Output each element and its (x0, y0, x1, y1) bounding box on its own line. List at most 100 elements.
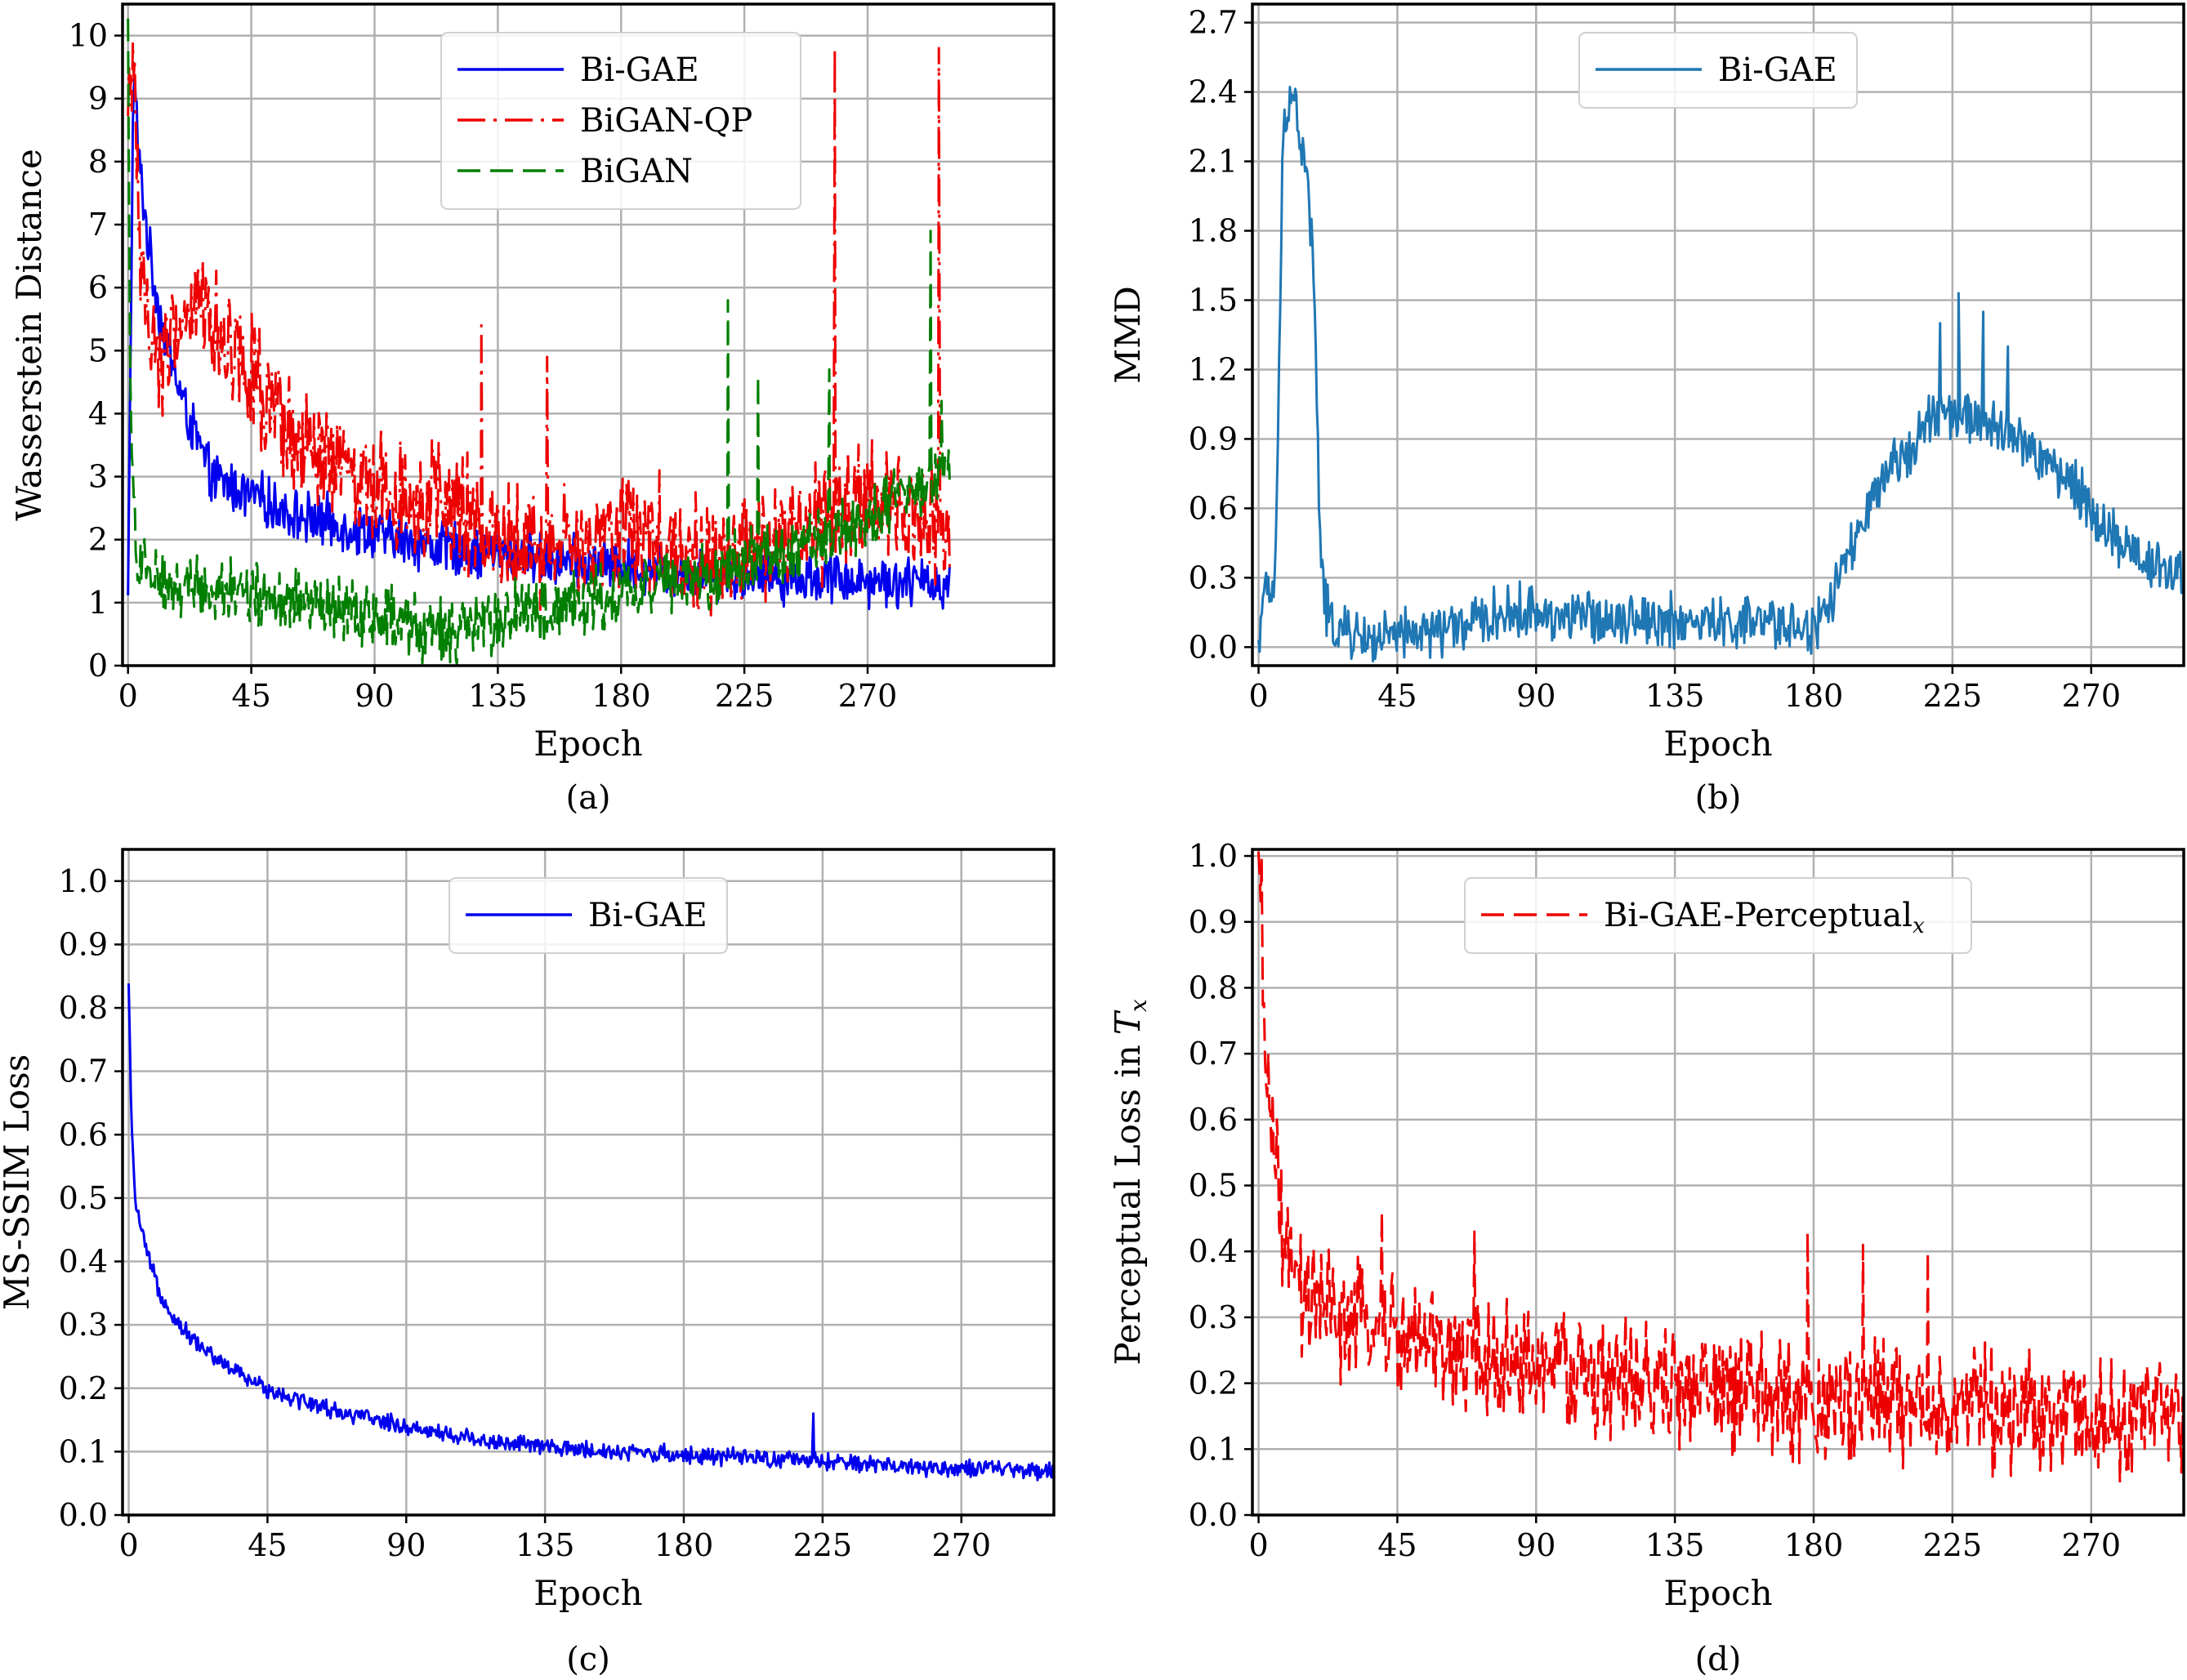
series-line-bigan (127, 18, 951, 666)
y-tick-label: 4 (88, 395, 108, 431)
x-axis-label: Epoch (1663, 1573, 1772, 1613)
legend: Bi-GAE BiGAN-QP BiGAN (440, 32, 801, 210)
y-tick-label: 0.3 (59, 1307, 108, 1343)
y-tick-label: 0.4 (59, 1244, 108, 1280)
y-tick-label: 0.8 (1189, 969, 1238, 1005)
x-tick-label: 45 (1377, 678, 1417, 714)
y-tick-label: 0.9 (59, 926, 108, 962)
y-tick-label: 0.1 (1189, 1431, 1238, 1467)
x-tick-label: 135 (516, 1527, 575, 1563)
y-axis-label-symbol: T (1108, 1009, 1148, 1035)
plot-frame (121, 2, 1056, 667)
y-tick-label: 10 (69, 18, 108, 54)
x-axis-label: Epoch (533, 1573, 642, 1613)
y-tick-label: 0.3 (1189, 559, 1238, 595)
y-tick-label: 0.7 (1189, 1036, 1238, 1072)
x-tick-label: 0 (1248, 1527, 1268, 1563)
y-tick-label: 5 (88, 332, 108, 368)
y-tick-label: 2.7 (1189, 5, 1238, 41)
y-axis-label: MS-SSIM Loss (0, 1054, 37, 1311)
x-tick-label: 180 (591, 678, 651, 714)
y-tick-label: 0.6 (1189, 490, 1238, 526)
legend-box (1464, 877, 1972, 954)
y-tick-label: 0 (88, 648, 108, 684)
legend-label: BiGAN (580, 153, 693, 190)
y-axis-label: Perceptual Loss inTx (1108, 999, 1152, 1365)
x-tick-label: 90 (1516, 1527, 1555, 1563)
x-tick-label: 225 (1923, 1527, 1983, 1563)
series-group (127, 18, 951, 666)
series-group (1257, 851, 2184, 1485)
y-tick-label: 2 (88, 522, 108, 558)
y-tick-label: 6 (88, 270, 108, 305)
y-tick-label: 3 (88, 459, 108, 495)
legend-label: Bi-GAE-Perceptualx (1604, 897, 1925, 938)
y-tick-label: 0.2 (59, 1370, 108, 1406)
y-tick-label: 2.1 (1189, 144, 1238, 180)
y-tick-label: 0.8 (59, 990, 108, 1026)
y-tick-label: 0.2 (1189, 1366, 1238, 1401)
x-tick-label: 90 (1516, 678, 1555, 714)
y-tick-label: 0.6 (1189, 1102, 1238, 1138)
panel-d-perceptual-loss: 0 45 90 135 180 225 270 0.0 0.1 0.2 0.3 0.4 0.5 0.6 0.… (1108, 838, 2185, 1678)
legend-label: Bi-GAE (588, 897, 707, 934)
y-tick-label: 0.7 (59, 1054, 108, 1090)
y-axis-label-subscript: x (1125, 999, 1152, 1012)
y-tick-label: 0.0 (59, 1497, 108, 1533)
x-tick-label: 225 (715, 678, 774, 714)
y-tick-label: 0.5 (1189, 1168, 1238, 1204)
y-tick-label: 2.4 (1189, 74, 1238, 110)
x-tick-label: 90 (355, 678, 394, 714)
y-axis-label: Wasserstein Distance (9, 149, 49, 521)
legend-box (449, 877, 728, 954)
y-tick-label: 7 (88, 207, 108, 243)
legend: Bi-GAE-Perceptualx (1464, 877, 1972, 954)
x-tick-label: 135 (1645, 1527, 1705, 1563)
panel-caption: (c) (566, 1641, 610, 1678)
plot-frame (1251, 848, 2185, 1517)
plot-frame (1251, 2, 2185, 667)
x-tick-label: 270 (2061, 1527, 2121, 1563)
x-tick-label: 135 (1645, 678, 1705, 714)
legend-label: Bi-GAE (580, 51, 699, 89)
y-tick-label: 0.0 (1189, 629, 1238, 665)
x-tick-label: 225 (793, 1527, 853, 1563)
y-tick-label: 0.1 (59, 1433, 108, 1469)
series-line-bi-gae (1257, 86, 2184, 663)
y-tick-label: 9 (88, 81, 108, 117)
panel-c-ms-ssim-loss: 0 45 90 135 180 225 270 0.0 0.1 0.2 0.3 0.4 0.5 0.6 0.… (0, 848, 1056, 1678)
x-axis-label: Epoch (533, 724, 642, 764)
y-tick-label: 1.0 (59, 863, 108, 899)
y-tick-label: 0.3 (1189, 1299, 1238, 1335)
x-tick-label: 0 (118, 1527, 138, 1563)
grid (1252, 849, 2184, 1517)
x-tick-label: 45 (1377, 1527, 1417, 1563)
legend-label-subscript: x (1913, 914, 1925, 938)
x-tick-label: 135 (468, 678, 528, 714)
x-tick-label: 270 (931, 1527, 991, 1563)
y-tick-label: 1.8 (1189, 213, 1238, 249)
x-tick-label: 225 (1923, 678, 1983, 714)
series-line-bi-gae (127, 983, 1054, 1482)
x-tick-label: 180 (1784, 1527, 1844, 1563)
series-line-bi-gae (127, 74, 951, 611)
y-tick-label: 0.4 (1189, 1233, 1238, 1269)
x-tick-label: 180 (654, 1527, 714, 1563)
panel-caption: (b) (1695, 779, 1742, 817)
y-tick-label: 0.6 (59, 1116, 108, 1152)
panel-b-mmd: 0 45 90 135 180 225 270 0.0 0.3 0.6 0.9 1.2 1.5 1.8 2.… (1108, 2, 2185, 817)
y-tick-label: 1.5 (1189, 283, 1238, 319)
y-tick-label: 8 (88, 144, 108, 180)
y-tick-label: 0.9 (1189, 904, 1238, 940)
legend-box (1578, 32, 1858, 109)
legend-box (440, 32, 801, 210)
y-axis-label: MMD (1108, 286, 1148, 384)
x-tick-label: 45 (231, 678, 270, 714)
y-tick-label: 1.2 (1189, 351, 1238, 387)
x-tick-label: 0 (118, 678, 138, 714)
series-group (1257, 86, 2184, 663)
series-group (127, 983, 1054, 1482)
y-tick-label: 0.0 (1189, 1497, 1238, 1533)
x-tick-label: 270 (838, 678, 898, 714)
